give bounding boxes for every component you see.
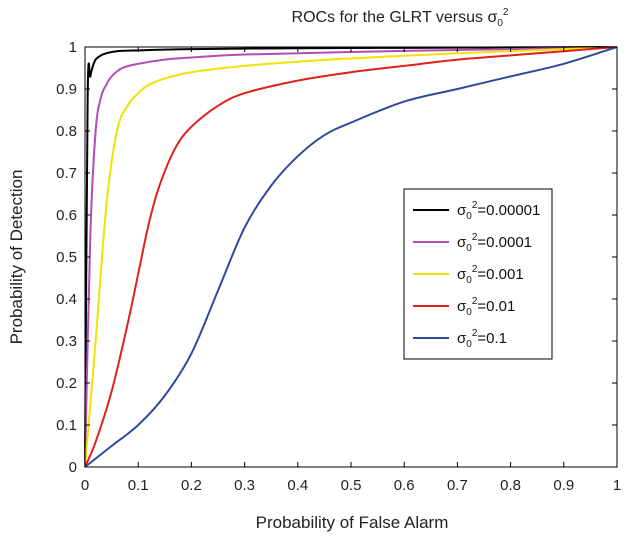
x-tick-label: 0 <box>81 477 89 494</box>
chart-title: ROCs for the GLRT versus σ02 <box>292 7 509 29</box>
legend-label-superscript: 2 <box>472 232 478 243</box>
y-tick-label: 0.6 <box>56 207 77 224</box>
legend-label-symbol: σ <box>457 298 467 315</box>
legend-label-subscript: 0 <box>466 243 472 254</box>
y-tick-label: 0.1 <box>56 417 77 434</box>
legend-label-value: =0.0001 <box>477 234 532 251</box>
legend-label-1: σ02=0.00001 <box>457 200 540 222</box>
y-tick-label: 0.4 <box>56 291 77 308</box>
legend-label-subscript: 0 <box>466 339 472 350</box>
y-tick-label: 0 <box>69 459 77 476</box>
legend-label-4: σ02=0.01 <box>457 296 515 318</box>
x-tick-label: 0.3 <box>234 477 255 494</box>
x-tick-label: 0.8 <box>500 477 521 494</box>
legend-label-value: =0.001 <box>477 266 523 283</box>
legend-label-subscript: 0 <box>466 307 472 318</box>
y-tick-label: 0.8 <box>56 123 77 140</box>
legend-label-subscript: 0 <box>466 211 472 222</box>
chart-title-text: ROCs for the GLRT versus σ <box>292 9 498 26</box>
y-axis-title: Probability of Detection <box>7 170 26 345</box>
x-axis-title: Probability of False Alarm <box>256 513 449 532</box>
series-line-2 <box>84 46 618 468</box>
y-tick-label: 0.2 <box>56 375 77 392</box>
legend-label-symbol: σ <box>457 234 467 251</box>
y-tick-label: 0.5 <box>56 249 77 266</box>
x-tick-label: 0.4 <box>287 477 308 494</box>
legend-label-superscript: 2 <box>472 264 478 275</box>
legend-label-value: =0.01 <box>477 298 515 315</box>
chart-title-subscript: 0 <box>497 18 503 29</box>
legend-label-symbol: σ <box>457 330 467 347</box>
y-tick-label: 0.7 <box>56 165 77 182</box>
legend-label-superscript: 2 <box>472 200 478 211</box>
y-tick-label: 0.9 <box>56 81 77 98</box>
x-tick-label: 0.6 <box>394 477 415 494</box>
chart-title-superscript: 2 <box>503 7 509 18</box>
y-tick-label: 0.3 <box>56 333 77 350</box>
series-line-3 <box>84 46 618 468</box>
legend-label-superscript: 2 <box>472 328 478 339</box>
x-tick-label: 0.1 <box>128 477 149 494</box>
legend-label-3: σ02=0.001 <box>457 264 524 286</box>
legend-label-symbol: σ <box>457 266 467 283</box>
series-line-4 <box>84 46 618 468</box>
y-tick-label: 1 <box>69 39 77 56</box>
legend: σ02=0.00001σ02=0.0001σ02=0.001σ02=0.01σ0… <box>403 188 553 360</box>
series-line-5 <box>84 46 618 468</box>
x-tick-label: 0.2 <box>181 477 202 494</box>
legend-label-value: =0.00001 <box>477 202 540 219</box>
ticks-layer: 0 0.1 0.2 0.3 0.4 0.5 0.6 0.7 0.8 0.9 1 0 0.1 0.2 0.3 0… <box>56 39 621 494</box>
legend-label-superscript: 2 <box>472 296 478 307</box>
legend-label-value: =0.1 <box>477 330 507 347</box>
legend-label-subscript: 0 <box>466 275 472 286</box>
legend-label-5: σ02=0.1 <box>457 328 507 350</box>
legend-label-2: σ02=0.0001 <box>457 232 532 254</box>
x-tick-label: 1 <box>613 477 621 494</box>
x-tick-label: 0.5 <box>341 477 362 494</box>
legend-label-symbol: σ <box>457 202 467 219</box>
x-tick-label: 0.7 <box>447 477 468 494</box>
x-tick-label: 0.9 <box>553 477 574 494</box>
